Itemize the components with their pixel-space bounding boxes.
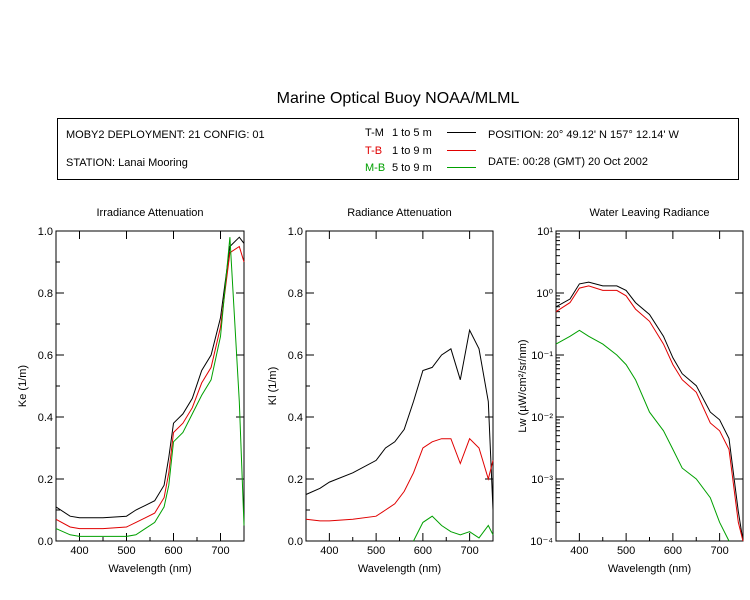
y-tick-label: 1.0 [38,226,53,238]
main-title: Marine Optical Buoy NOAA/MLML [276,90,520,107]
y-axis-label-1: Ke (1/m) [17,365,29,407]
y-tick-label: 0.6 [38,350,53,362]
y-tick-label: 10¹ [537,226,553,238]
x-tick-label: 500 [617,545,635,557]
position-label: POSITION: 20° 49.12' N 157° 12.14' W [488,129,679,141]
series-line-t-b [555,285,744,542]
x-tick-label: 400 [70,545,88,557]
x-tick-label: 500 [367,545,385,557]
chart-title-3: Water Leaving Radiance [589,207,709,219]
chart-title-2: Radiance Attenuation [347,207,452,219]
y-tick-label: 1.0 [288,226,303,238]
series-line-m-b [413,515,494,542]
y-tick-label: 0.8 [288,288,303,300]
legend-code-tb: T-B [365,145,383,157]
y-tick-label: 0.2 [38,474,53,486]
y-tick-label: 10⁻² [531,412,553,424]
x-axis-label-2: Wavelength (nm) [358,563,441,575]
y-tick-label: 0.4 [38,412,53,424]
x-tick-label: 400 [320,545,338,557]
station-label: STATION: Lanai Mooring [66,157,188,169]
y-tick-label: 10⁰ [536,288,553,300]
x-tick-label: 500 [117,545,135,557]
x-tick-label: 700 [710,545,728,557]
x-tick-label: 600 [664,545,682,557]
deployment-info-box: MOBY2 DEPLOYMENT: 21 CONFIG: 01 STATION:… [57,118,739,180]
series-line-t-m [305,328,494,511]
series-line-t-b [55,245,245,530]
y-axis-label-2: Kl (1/m) [267,367,279,406]
legend-line-tm [447,132,476,133]
x-tick-label: 700 [460,545,478,557]
y-tick-label: 0.2 [288,474,303,486]
y-tick-label: 0.6 [288,350,303,362]
legend-line-mb [447,167,476,168]
y-tick-label: 0.0 [288,536,303,548]
date-label: DATE: 00:28 (GMT) 20 Oct 2002 [488,156,648,168]
plot-frame-3 [555,230,744,542]
x-tick-label: 400 [570,545,588,557]
legend-range-mb: 5 to 9 m [392,162,432,174]
series-line-m-b [555,329,730,542]
series-line-t-m [55,236,245,519]
chart-title-1: Irradiance Attenuation [96,207,203,219]
y-tick-label: 0.4 [288,412,303,424]
legend-line-tb [447,150,476,151]
series-line-t-m [555,281,744,542]
plot-frame-2 [305,230,494,542]
y-tick-label: 0.8 [38,288,53,300]
y-tick-label: 10⁻¹ [531,350,553,362]
series-line-t-b [305,437,494,522]
x-axis-label-3: Wavelength (nm) [608,563,691,575]
deployment-label: MOBY2 DEPLOYMENT: 21 CONFIG: 01 [66,129,265,141]
legend-code-mb: M-B [365,162,386,174]
y-axis-label-3: Lw (µW/cm²/sr/nm) [517,339,529,432]
series-line-m-b [55,237,245,537]
y-tick-label: 0.0 [38,536,53,548]
y-tick-label: 10⁻⁴ [530,536,553,548]
legend-code-tm: T-M [365,127,384,139]
legend-range-tb: 1 to 9 m [392,145,432,157]
legend-range-tm: 1 to 5 m [392,127,432,139]
x-tick-label: 600 [164,545,182,557]
x-tick-label: 700 [211,545,229,557]
x-axis-label-1: Wavelength (nm) [108,563,191,575]
x-tick-label: 600 [414,545,432,557]
plot-frame-1 [55,230,245,542]
y-tick-label: 10⁻³ [531,474,553,486]
